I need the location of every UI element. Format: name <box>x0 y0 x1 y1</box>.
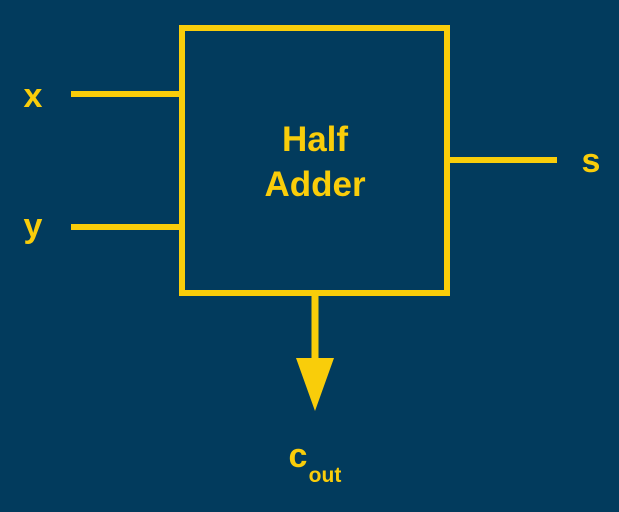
input-y-label: y <box>24 207 43 245</box>
half-adder-block <box>179 25 450 296</box>
output-s-label: s <box>582 142 601 180</box>
block-label-line1: Half <box>282 120 348 159</box>
output-carry-arrowhead <box>296 358 334 411</box>
input-x-label: x <box>24 77 43 115</box>
output-carry-subscript: out <box>309 464 342 487</box>
block-label-line2: Adder <box>264 165 366 204</box>
output-carry-label: c <box>289 437 308 475</box>
